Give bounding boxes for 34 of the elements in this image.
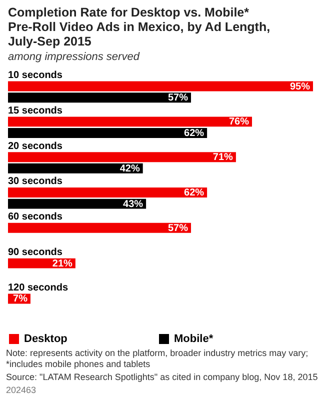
y-tick-label: 90 seconds: [8, 247, 63, 258]
data-label: 62%: [184, 188, 204, 198]
bar: [8, 198, 146, 209]
text: Note: represents activity on the platform, broader industry metrics may vary; *includes mobile phones and tablets: [6, 348, 310, 370]
data-label: 42%: [120, 163, 140, 174]
data-label: 21%: [52, 258, 73, 270]
bar: [8, 92, 191, 103]
y-tick-label: 120 seconds: [8, 282, 68, 294]
text: 202463: [6, 385, 38, 396]
y-tick-label: 15 seconds: [8, 105, 63, 116]
data-label: 95%: [290, 81, 310, 92]
legend-label: Desktop: [24, 333, 68, 345]
data-label: 57%: [168, 92, 188, 104]
chart-subtitle: among impressions served: [8, 50, 140, 63]
y-tick-label: 20 seconds: [8, 140, 63, 152]
data-label: 62%: [184, 128, 204, 139]
chart-title: Completion Rate for Desktop vs. Mobile* Pre-Roll Video Ads in Mexico, by Ad Length, July-Sep 2015: [8, 5, 270, 48]
y-tick-label: 10 seconds: [8, 70, 63, 81]
y-tick-label: 60 seconds: [8, 212, 63, 223]
bar: [8, 128, 208, 138]
source-note: Source: "LATAM Research Spotlights" as cited in company blog, Nov 18, 2015: [6, 372, 318, 383]
bar: [8, 152, 236, 162]
data-label: 71%: [212, 152, 234, 164]
data-label: 7%: [13, 294, 28, 305]
bar: [8, 188, 208, 198]
bar: [8, 222, 191, 233]
data-label: 57%: [168, 222, 188, 234]
bar: [8, 81, 313, 92]
data-label: 76%: [228, 116, 250, 128]
bar: [8, 163, 143, 174]
data-label: 43%: [123, 198, 144, 210]
legend-label: Mobile*: [174, 333, 214, 345]
y-tick-label: 30 seconds: [8, 176, 63, 188]
bar: [8, 116, 252, 127]
